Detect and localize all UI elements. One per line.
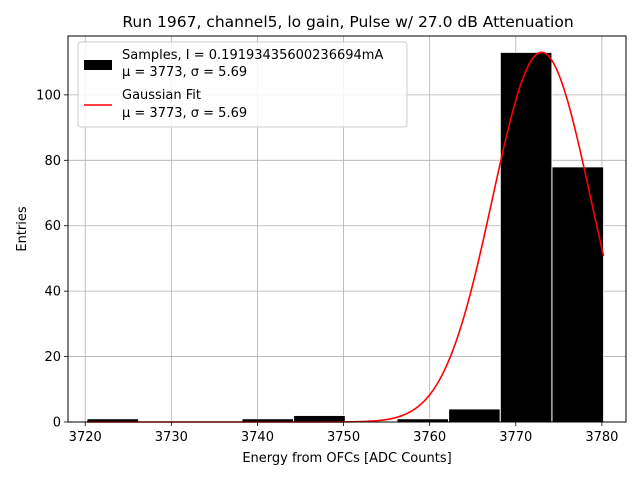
x-tick-label: 3780: [585, 430, 618, 445]
plot-frame: [67, 35, 627, 423]
x-tick-label: 3740: [241, 430, 274, 445]
x-tick-label: 3750: [327, 430, 360, 445]
histogram-bar: [293, 414, 346, 423]
histogram-bar: [551, 166, 605, 423]
y-axis-ticks: 0 20 40 60 80 100: [36, 88, 68, 431]
x-tick-label: 3770: [499, 430, 532, 445]
y-tick-label: 40: [44, 285, 61, 300]
legend-samples-swatch: [84, 60, 112, 70]
legend-fit-stats: μ = 3773, σ = 5.69: [122, 106, 247, 121]
legend-fit-label: Gaussian Fit: [122, 88, 201, 103]
x-tick-label: 3730: [155, 430, 188, 445]
histogram-bar: [499, 51, 553, 423]
histogram-bars: [86, 51, 605, 423]
y-axis-label: Entries: [15, 206, 30, 252]
y-tick-label: 0: [53, 416, 61, 431]
legend: Samples, I = 0.19193435600236694mA μ = 3…: [77, 41, 408, 128]
y-tick-label: 80: [44, 154, 61, 169]
x-tick-label: 3720: [69, 430, 102, 445]
chart-title: Run 1967, channel5, lo gain, Pulse w/ 27…: [122, 13, 573, 31]
y-tick-label: 100: [36, 88, 61, 103]
legend-samples-label: Samples, I = 0.19193435600236694mA: [122, 48, 383, 63]
histogram-bar: [448, 408, 501, 423]
legend-samples-stats: μ = 3773, σ = 5.69: [122, 65, 247, 80]
x-axis-ticks: 3720 3730 3740 3750 3760 3770 3780: [69, 422, 618, 445]
legend-box: [77, 41, 408, 128]
y-tick-label: 20: [44, 350, 61, 365]
y-tick-label: 60: [44, 219, 61, 234]
x-tick-label: 3760: [413, 430, 446, 445]
x-axis-label: Energy from OFCs [ADC Counts]: [242, 451, 451, 466]
